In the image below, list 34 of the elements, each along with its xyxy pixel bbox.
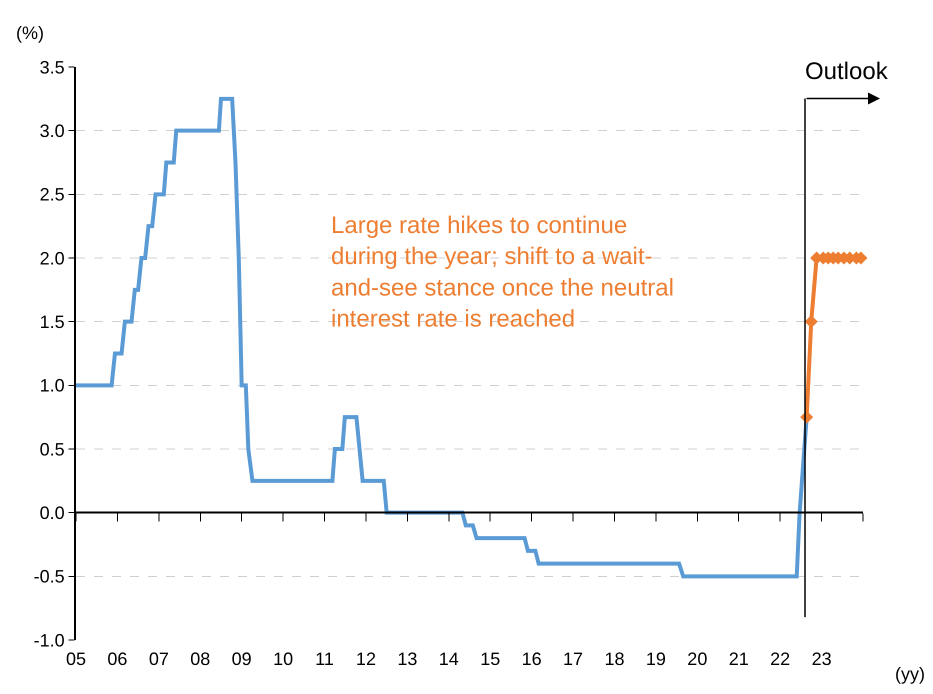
- y-tick-label: 1.5: [40, 312, 65, 332]
- point: [804, 315, 818, 328]
- x-tick-label: 11: [315, 649, 334, 669]
- y-tick-label: 1.0: [40, 376, 65, 396]
- x-tick-label: 23: [812, 649, 832, 669]
- x-tick-label: 06: [107, 649, 128, 669]
- x-tick-label: 19: [646, 649, 666, 669]
- y-tick-label: 3.0: [40, 120, 65, 141]
- ref-line-label: Outlook: [805, 58, 889, 85]
- x-tick-label: 20: [687, 649, 708, 669]
- x-tick-label: 12: [356, 649, 376, 669]
- x-tick-label: 08: [190, 649, 210, 669]
- y-axis-title: (%): [16, 23, 44, 43]
- annotation: Large rate hikes to continue during the year; shift to a wait-and-see stance once the neutral interest rate is reached: [331, 212, 674, 333]
- y-tick-label: 2.5: [40, 184, 65, 205]
- y-tick-label: 0.5: [40, 439, 65, 460]
- x-tick-label: 22: [770, 649, 790, 669]
- x-tick-label: 15: [480, 649, 500, 669]
- y-tick-label: -0.5: [34, 566, 65, 587]
- y-tick-label: -1.0: [34, 630, 65, 650]
- x-tick-label: 16: [522, 649, 542, 669]
- y-tick-label: 2.0: [40, 248, 65, 268]
- x-tick-label: 18: [604, 649, 624, 669]
- x-tick-label: 13: [397, 649, 418, 669]
- x-axis-title: (yy): [895, 664, 925, 684]
- y-tick-label: 3.5: [40, 57, 65, 78]
- x-tick-label: 17: [563, 649, 584, 669]
- x-tick-label: 10: [273, 649, 294, 669]
- x-tick-label: 05: [66, 649, 86, 669]
- y-tick-label: 0.0: [40, 502, 65, 523]
- x-tick-label: 09: [232, 649, 252, 669]
- x-tick-label: 14: [438, 649, 459, 669]
- x-tick-label: 21: [728, 649, 749, 669]
- x-tick-label: 07: [148, 649, 169, 669]
